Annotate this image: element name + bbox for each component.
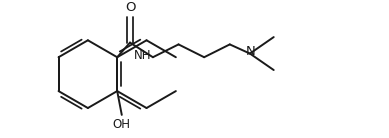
Text: N: N — [246, 45, 256, 58]
Text: OH: OH — [113, 118, 131, 131]
Text: NH: NH — [133, 49, 151, 62]
Text: O: O — [125, 1, 135, 14]
